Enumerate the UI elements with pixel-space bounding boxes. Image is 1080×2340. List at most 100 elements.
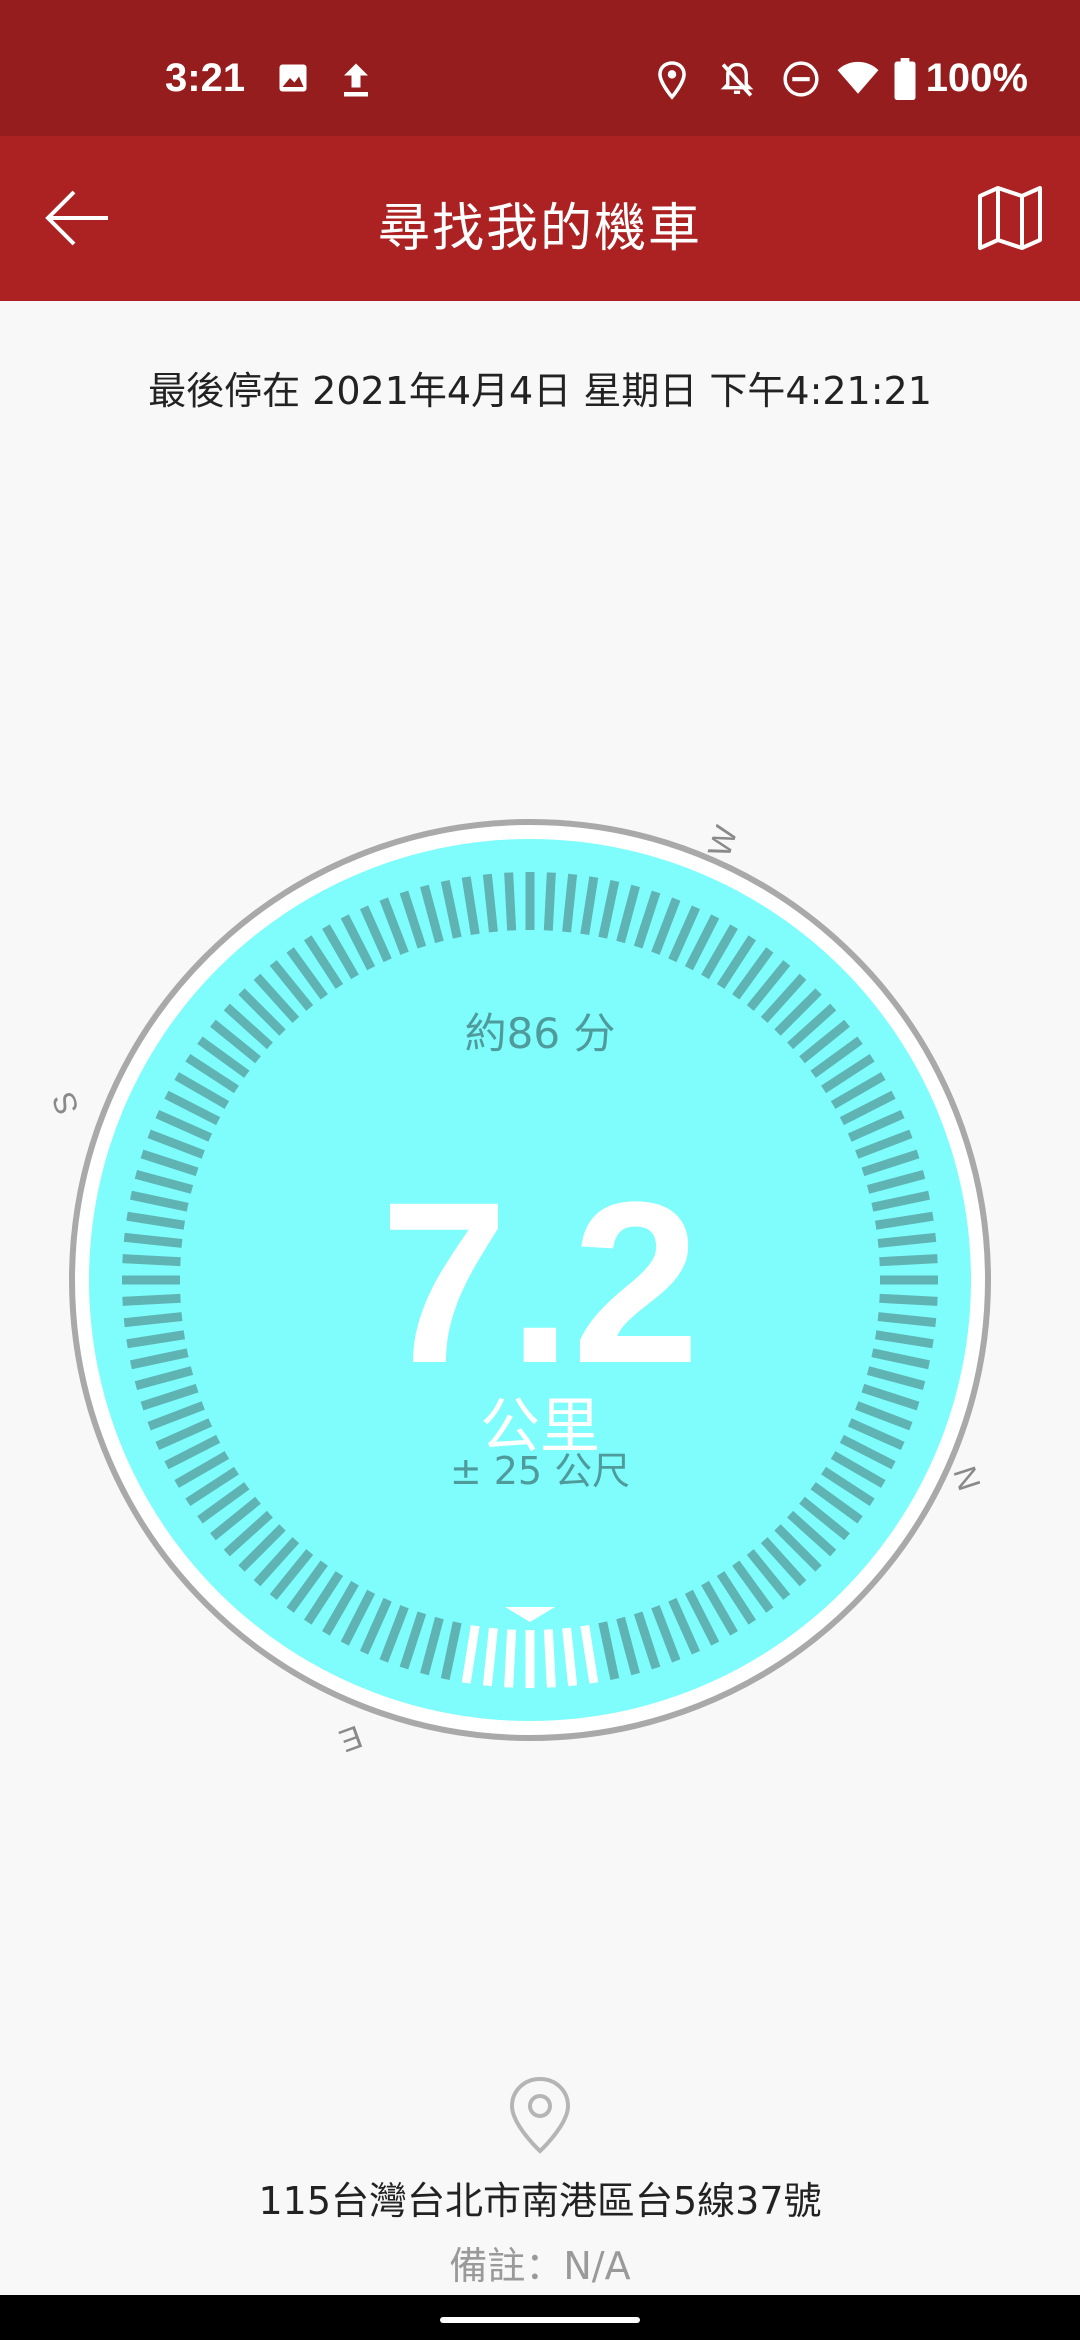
compass-tick	[879, 1293, 938, 1306]
compass-tick	[269, 960, 314, 1011]
compass-tick	[810, 1036, 863, 1078]
compass-tick	[874, 1211, 934, 1230]
compass-tick	[830, 1451, 886, 1488]
compass-tick	[304, 1571, 344, 1625]
compass-tick	[810, 1482, 863, 1524]
compass-tick	[684, 914, 720, 971]
compass-tick	[684, 1589, 720, 1646]
compass-tick	[147, 1129, 205, 1159]
compass-tick	[651, 1605, 681, 1663]
parking-note: 備註：N/A	[449, 2244, 631, 2288]
compass-tick	[238, 1524, 286, 1572]
compass-tick	[238, 988, 286, 1036]
compass-tick	[732, 1560, 774, 1613]
compass-tick	[174, 1451, 230, 1488]
image-icon	[275, 60, 311, 100]
compass-tick	[399, 890, 427, 949]
compass-tick	[253, 1537, 300, 1587]
compass-tick	[799, 1496, 850, 1541]
compass-tick	[877, 1312, 937, 1328]
compass-tick	[616, 1616, 640, 1676]
compass-tick	[134, 1366, 194, 1390]
status-bar: 3:21 100%	[0, 0, 1080, 136]
back-button[interactable]	[40, 178, 120, 258]
compass-tick	[716, 1571, 756, 1625]
compass-tick	[123, 1312, 183, 1328]
compass-tick	[701, 924, 738, 980]
compass-tick	[461, 876, 480, 936]
compass-tick	[839, 1090, 896, 1126]
compass-tick	[197, 1482, 250, 1524]
heading-tick	[461, 1624, 480, 1684]
compass-tick	[871, 1348, 931, 1370]
compass-tick	[134, 1170, 194, 1194]
compass-tick	[874, 1330, 934, 1349]
home-gesture-handle[interactable]	[440, 2317, 640, 2323]
compass-tick	[155, 1418, 213, 1451]
compass-ticks	[122, 872, 938, 1688]
heading-tick	[543, 1629, 556, 1688]
status-time: 3:21	[165, 56, 246, 100]
compass-tick	[122, 1254, 181, 1267]
compass-tick	[616, 884, 640, 944]
last-parked-time: 最後停在 2021年4月4日 星期日 下午4:21:21	[148, 369, 932, 413]
compass-face	[89, 839, 971, 1721]
compass-tick	[716, 935, 756, 989]
compass-tick	[440, 879, 462, 939]
map-icon	[978, 186, 1042, 250]
compass: W S N E	[45, 815, 1020, 1775]
compass-tick	[197, 1036, 250, 1078]
compass-tick	[340, 1589, 376, 1646]
compass-tick	[140, 1383, 199, 1411]
compass-tick	[774, 1524, 822, 1572]
compass-tick	[855, 1129, 913, 1159]
compass-tick	[379, 897, 409, 955]
compass-tick	[286, 1560, 328, 1613]
compass-tick	[504, 872, 517, 931]
compass-tick	[821, 1054, 875, 1094]
compass-tick	[140, 1149, 199, 1177]
compass-tick	[322, 924, 359, 980]
compass-tick	[866, 1170, 926, 1194]
location-icon	[655, 60, 689, 104]
heading-tick	[504, 1629, 517, 1688]
compass-tick	[399, 1611, 427, 1670]
compass-tick	[668, 1597, 701, 1655]
compass-tick	[164, 1090, 221, 1126]
compass-tick	[879, 1254, 938, 1267]
compass-tick	[839, 1434, 896, 1470]
heading-pointer	[505, 1607, 555, 1622]
compass-tick	[123, 1232, 183, 1248]
compass-dial	[69, 819, 991, 1741]
map-button[interactable]	[970, 178, 1050, 258]
compass-tick	[562, 873, 578, 933]
compass-tick	[210, 1496, 261, 1541]
compass-tick	[580, 876, 599, 936]
compass-tick	[147, 1401, 205, 1431]
compass-tick	[821, 1466, 875, 1506]
compass-tick	[359, 905, 392, 963]
wifi-icon	[836, 60, 880, 100]
compass-tick	[855, 1401, 913, 1431]
compass-tick	[787, 1510, 837, 1557]
compass-tick	[633, 1611, 661, 1670]
compass-tick	[861, 1149, 920, 1177]
compass-tick	[129, 1348, 189, 1370]
compass-tick	[420, 1616, 444, 1676]
battery-icon	[894, 58, 916, 104]
compass-tick	[304, 935, 344, 989]
distance-value: 7.2	[380, 1154, 700, 1411]
compass-tick	[340, 914, 376, 971]
bell-off-icon	[718, 60, 756, 104]
heading-tick	[562, 1627, 578, 1687]
upload-icon	[338, 60, 374, 104]
compass-tick	[185, 1466, 239, 1506]
compass-tick	[774, 988, 822, 1036]
compass-tick	[847, 1109, 905, 1142]
map-pin-icon	[505, 2075, 575, 2155]
compass-tick	[223, 1003, 273, 1050]
compass-tick	[482, 873, 498, 933]
compass-tick	[286, 947, 328, 1000]
compass-tick	[633, 890, 661, 949]
battery-percentage: 100%	[925, 56, 1028, 100]
